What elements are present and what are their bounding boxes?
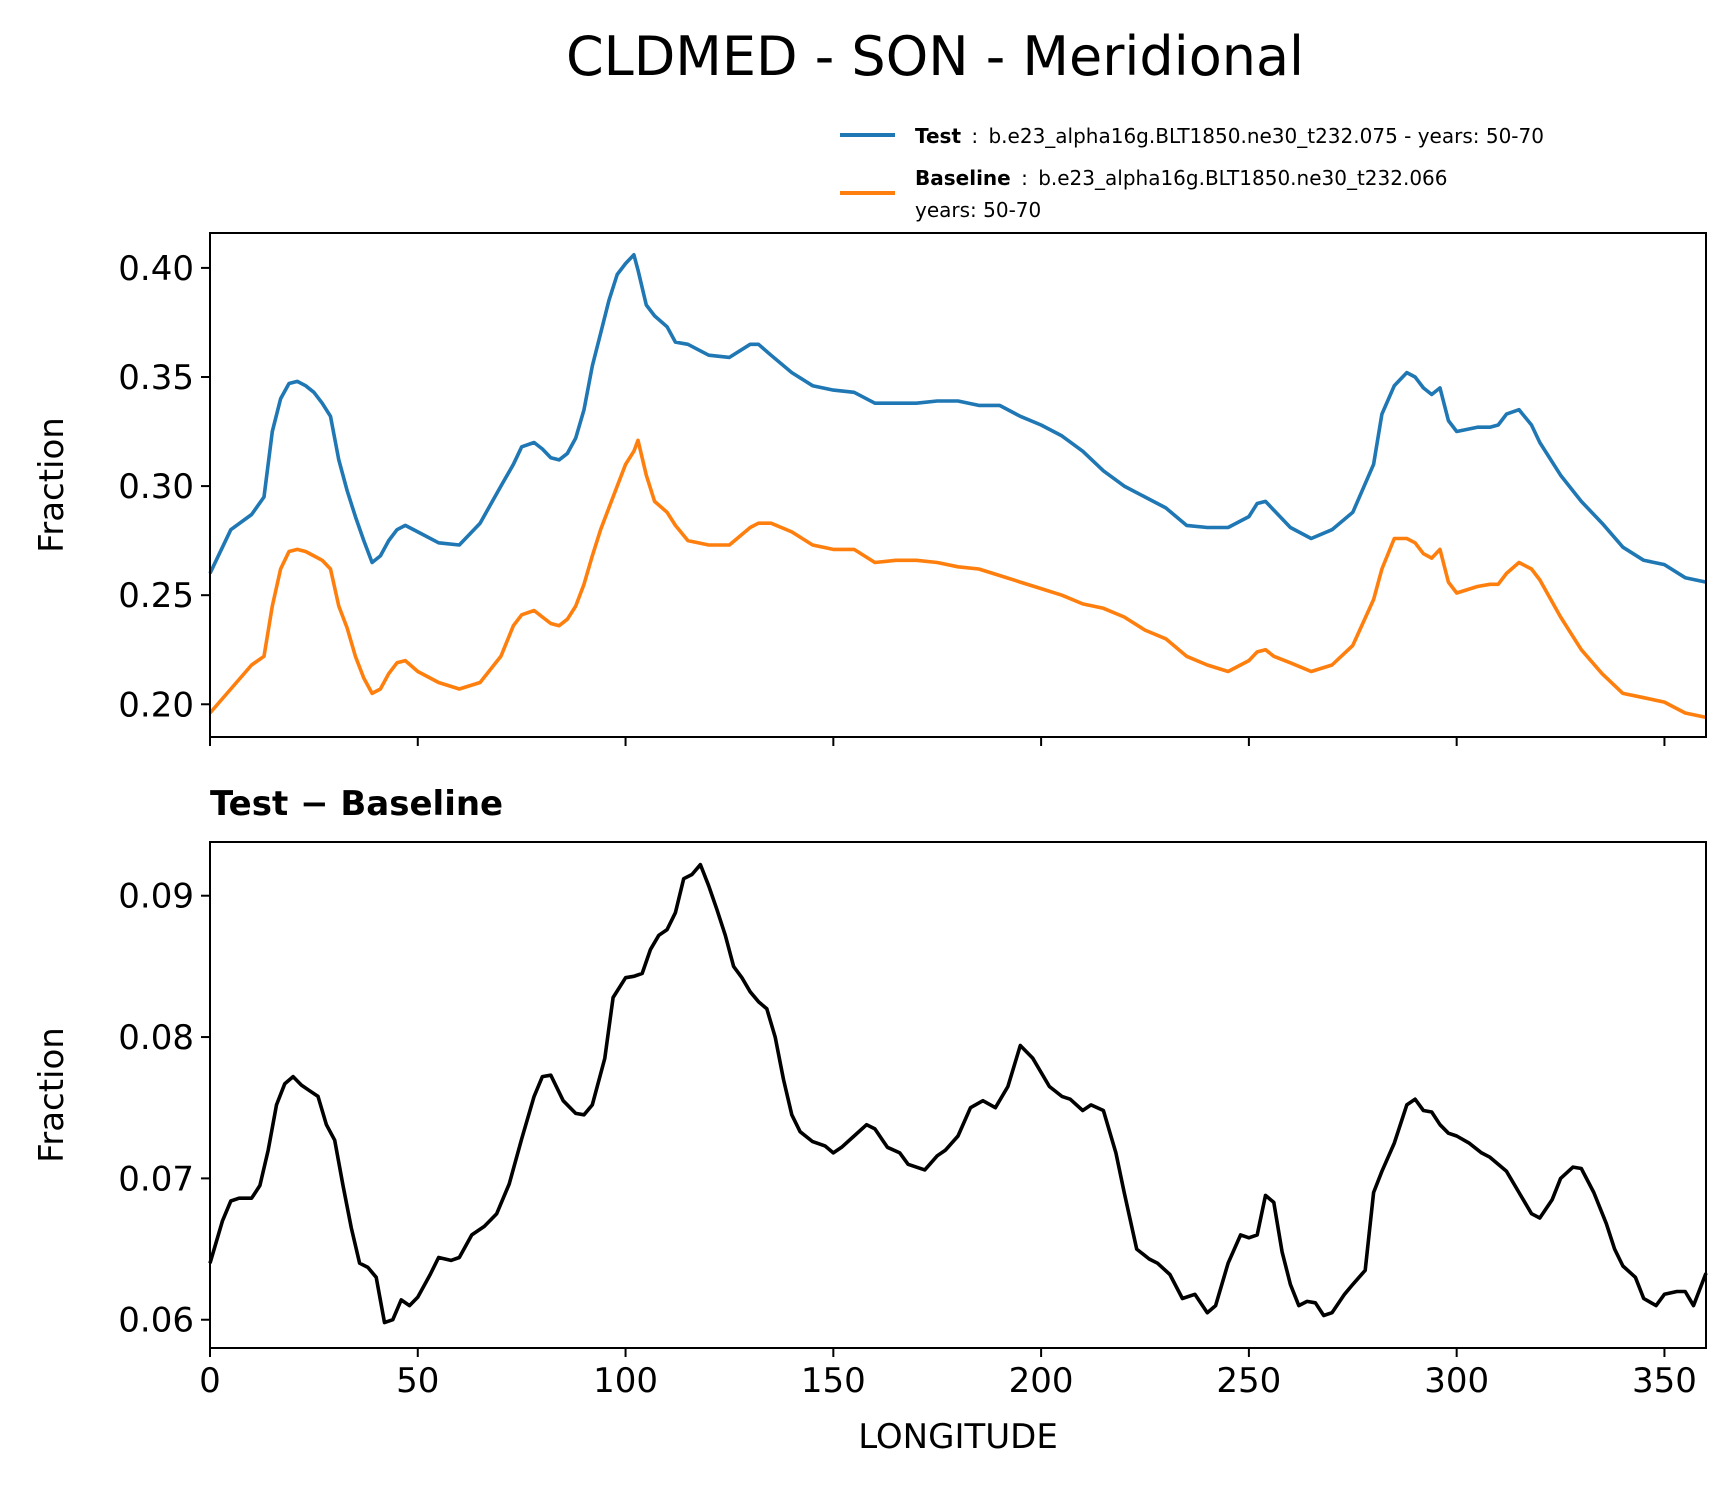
panel-title: Test − Baseline — [210, 784, 503, 824]
legend-baseline-name: Baseline — [915, 166, 1011, 190]
legend-baseline-sep: : — [1021, 166, 1028, 190]
y-tick-label: 0.25 — [118, 576, 194, 616]
series-line-test-baseline — [208, 862, 1708, 1325]
x-tick-label: 250 — [1216, 1361, 1281, 1401]
legend-test-name: Test — [915, 124, 961, 148]
x-tick-label: 150 — [801, 1361, 866, 1401]
y-axis-label: Fraction — [32, 417, 72, 553]
legend-baseline-years: years: 50-70 — [915, 198, 1041, 222]
y-tick-label: 0.08 — [118, 1018, 194, 1058]
x-tick-label: 100 — [593, 1361, 658, 1401]
y-axis-label: Fraction — [32, 1027, 72, 1163]
figure-title: CLDMED - SON - Meridional — [566, 25, 1304, 88]
y-tick-label: 0.09 — [118, 877, 194, 917]
y-tick-label: 0.40 — [118, 249, 194, 289]
legend-test-sep: : — [971, 124, 978, 148]
series-line-baseline — [208, 438, 1707, 720]
x-tick-label: 0 — [199, 1361, 221, 1401]
x-axis-label: LONGITUDE — [858, 1417, 1058, 1457]
legend-test-text: b.e23_alpha16g.BLT1850.ne30_t232.075 - y… — [988, 124, 1544, 148]
difference-panel: 0 50 100 150 200 250 300 350 0.06 0.07 0.08 0.09 Fra… — [32, 784, 1708, 1457]
series-line-test — [208, 253, 1707, 584]
y-tick-label: 0.06 — [118, 1301, 194, 1341]
y-tick-label: 0.35 — [118, 358, 194, 398]
plot-frame — [209, 232, 1707, 738]
plot-frame — [209, 841, 1707, 1349]
x-tick-label: 200 — [1009, 1361, 1074, 1401]
x-tick-label: 350 — [1632, 1361, 1697, 1401]
legend: Test : b.e23_alpha16g.BLT1850.ne30_t232.… — [840, 124, 1544, 222]
y-tick-label: 0.20 — [118, 685, 194, 725]
x-tick-label: 300 — [1424, 1361, 1489, 1401]
legend-test-label: Test : b.e23_alpha16g.BLT1850.ne30_t232.… — [915, 124, 1544, 148]
legend-baseline-label: Baseline : b.e23_alpha16g.BLT1850.ne30_t… — [915, 166, 1448, 190]
x-tick-label: 50 — [396, 1361, 439, 1401]
y-tick-label: 0.30 — [118, 467, 194, 507]
legend-baseline-text: b.e23_alpha16g.BLT1850.ne30_t232.066 — [1038, 166, 1447, 190]
y-tick-label: 0.07 — [118, 1159, 194, 1199]
top-panel: 0.20 0.25 0.30 0.35 0.40 Fraction — [32, 232, 1707, 746]
